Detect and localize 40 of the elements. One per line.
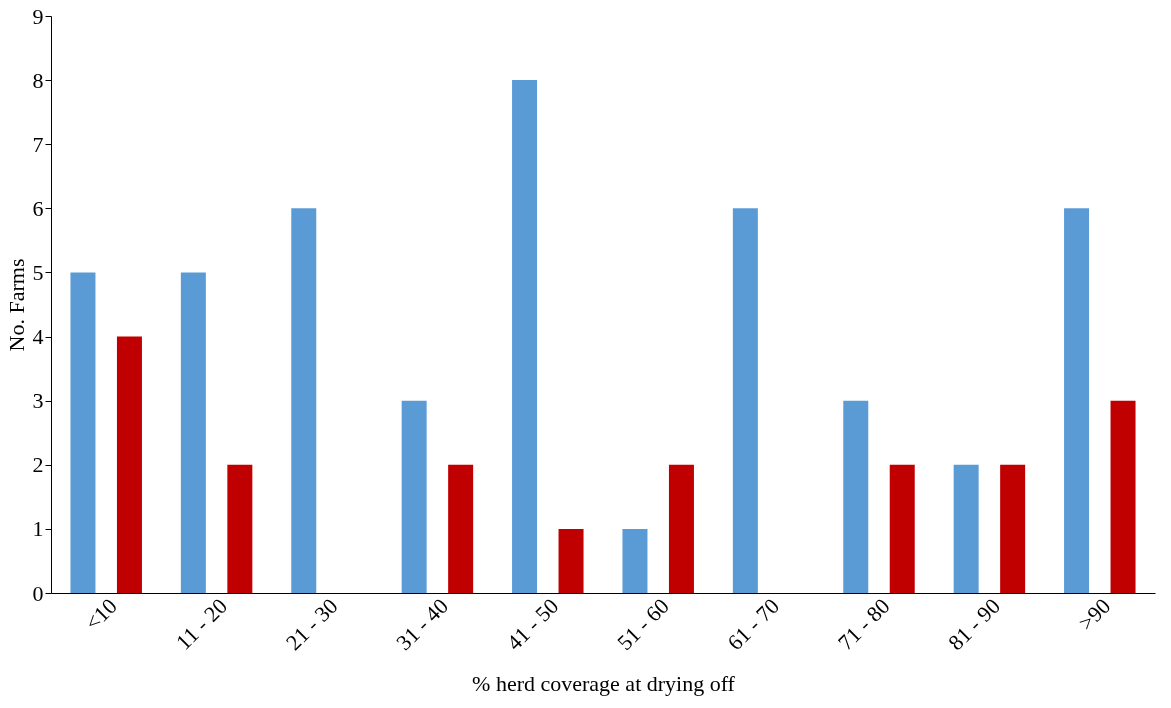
x-tick-label: <10: [79, 593, 122, 636]
y-tick-label: 0: [32, 580, 44, 606]
y-tick-label: 8: [32, 67, 44, 93]
y-tick-label: 6: [32, 195, 44, 221]
x-tick-label: 61 - 70: [722, 593, 785, 656]
x-tick-label: 81 - 90: [943, 593, 1005, 656]
y-tick-label: 4: [32, 324, 44, 350]
x-tick-label: 71 - 80: [832, 593, 895, 656]
x-tick-label: >90: [1073, 593, 1116, 636]
bar: [180, 272, 206, 593]
x-tick-label: 21 - 30: [280, 593, 343, 656]
y-tick-label: 3: [32, 388, 44, 414]
bar: [401, 400, 427, 593]
y-tick-label: 9: [32, 3, 44, 29]
x-tick-label: 51 - 60: [612, 593, 674, 656]
x-axis-title: % herd coverage at drying off: [472, 671, 736, 697]
bar: [732, 208, 758, 593]
bar: [953, 464, 979, 593]
bar: [291, 208, 317, 593]
bar: [558, 528, 584, 593]
y-tick-label: 1: [32, 516, 44, 542]
bar: [622, 528, 648, 593]
bar: [668, 464, 694, 593]
bar: [1110, 400, 1136, 593]
bar: [227, 464, 253, 593]
bar: [448, 464, 474, 593]
bar: [116, 336, 142, 593]
bar: [1000, 464, 1026, 593]
x-tick-label: 31 - 40: [391, 593, 453, 656]
bar: [843, 400, 869, 593]
bar: [512, 80, 538, 593]
bar: [70, 272, 96, 593]
y-tick-label: 2: [32, 452, 44, 478]
y-tick-label: 5: [32, 259, 44, 285]
x-tick-label: 41 - 50: [501, 593, 564, 656]
y-axis-title: No. Farms: [3, 258, 29, 352]
y-tick-label: 7: [32, 131, 44, 157]
x-tick-label: 11 - 20: [170, 593, 233, 655]
bar: [1064, 208, 1090, 593]
bar: [889, 464, 915, 593]
